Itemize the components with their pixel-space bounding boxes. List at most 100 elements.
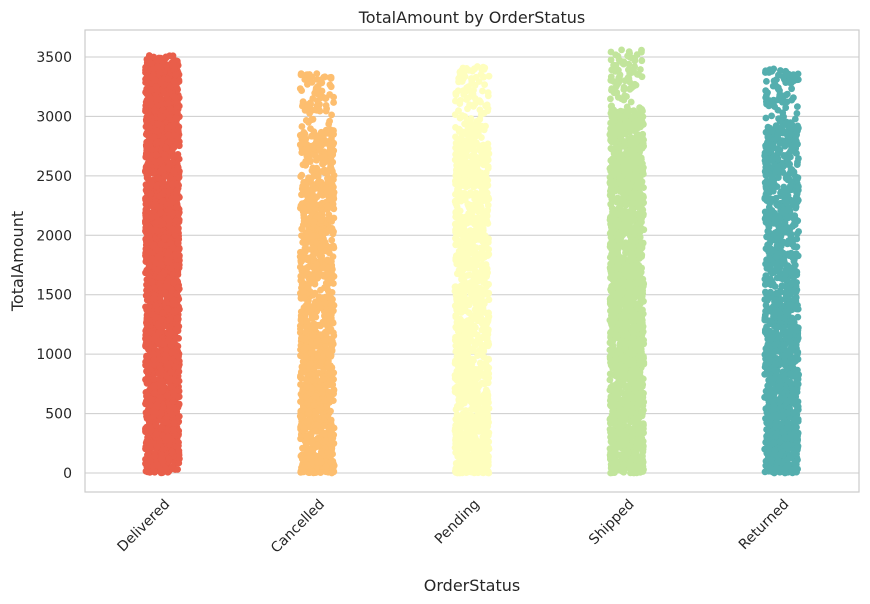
data-point — [330, 243, 337, 250]
y-tick-label: 3500 — [36, 50, 72, 66]
data-point — [310, 311, 318, 319]
data-point — [159, 197, 167, 205]
data-point — [296, 85, 304, 92]
data-point — [142, 428, 149, 436]
data-point — [157, 261, 165, 268]
data-point — [158, 378, 166, 385]
data-point — [142, 196, 150, 204]
data-point — [317, 469, 324, 476]
data-point-outlier — [304, 77, 312, 85]
data-point — [298, 455, 306, 463]
data-point — [314, 179, 322, 187]
data-point — [312, 392, 320, 400]
data-point — [322, 463, 330, 470]
data-point — [146, 328, 154, 336]
data-point — [311, 278, 318, 286]
data-point — [305, 409, 313, 417]
data-point-outlier — [316, 107, 323, 114]
data-point — [142, 361, 150, 369]
data-point — [306, 110, 313, 117]
data-point — [164, 75, 172, 83]
data-point — [321, 166, 329, 174]
data-point — [172, 217, 180, 225]
data-point — [150, 133, 158, 141]
data-point — [298, 281, 306, 289]
data-point — [153, 431, 160, 438]
data-point — [170, 153, 178, 160]
data-point — [152, 83, 160, 90]
data-point — [168, 411, 176, 418]
data-point — [159, 309, 167, 317]
data-point — [298, 375, 305, 382]
data-point — [168, 180, 176, 188]
data-point — [144, 268, 152, 275]
data-point — [145, 273, 153, 281]
data-point — [297, 272, 305, 280]
y-tick-label: 1500 — [36, 288, 72, 304]
data-point — [174, 284, 182, 291]
data-point — [322, 437, 330, 445]
data-point — [452, 180, 459, 188]
data-point — [146, 457, 154, 465]
data-point — [299, 139, 307, 147]
data-point — [154, 120, 162, 128]
data-point — [326, 377, 334, 385]
data-point — [143, 380, 151, 387]
data-point — [143, 321, 151, 328]
data-point — [327, 431, 334, 439]
data-point — [170, 426, 177, 434]
data-point — [166, 217, 173, 225]
data-point — [303, 246, 311, 253]
data-point — [164, 364, 172, 371]
data-point — [304, 186, 312, 194]
data-point — [328, 111, 335, 119]
data-point — [304, 146, 312, 154]
data-point — [173, 203, 181, 211]
data-point — [297, 71, 305, 79]
data-point — [307, 125, 314, 132]
data-point — [172, 431, 180, 439]
data-point — [161, 151, 169, 159]
data-point — [329, 229, 337, 237]
data-point — [148, 213, 156, 221]
data-point — [299, 405, 307, 412]
data-point — [314, 441, 321, 449]
data-point — [330, 204, 337, 212]
data-point-outlier — [166, 52, 174, 60]
data-point — [146, 366, 154, 373]
y-tick-label: 0 — [63, 466, 72, 482]
data-point — [149, 255, 156, 263]
data-point — [319, 389, 326, 396]
data-point — [298, 171, 306, 179]
data-point — [300, 205, 308, 212]
data-point — [157, 394, 165, 402]
data-point — [300, 424, 308, 432]
data-point — [330, 369, 338, 377]
data-points — [142, 46, 802, 477]
data-point — [318, 229, 326, 237]
data-point — [328, 236, 336, 244]
data-point — [150, 356, 158, 363]
data-point — [147, 86, 155, 94]
data-point-outlier — [150, 53, 158, 61]
data-point — [330, 387, 337, 395]
data-point — [174, 323, 182, 331]
data-point — [296, 131, 304, 139]
data-point — [153, 443, 161, 451]
data-point — [167, 264, 175, 272]
data-point — [174, 209, 182, 216]
data-point — [327, 149, 335, 157]
data-point — [159, 181, 167, 189]
data-point — [314, 459, 321, 466]
data-point — [173, 290, 181, 298]
data-point — [144, 238, 152, 246]
data-point — [155, 174, 162, 182]
data-point — [156, 274, 163, 281]
data-point — [324, 449, 331, 456]
data-point — [328, 132, 336, 140]
data-point — [323, 403, 331, 411]
data-point — [142, 107, 149, 115]
data-point — [322, 240, 330, 248]
data-point — [168, 448, 176, 455]
